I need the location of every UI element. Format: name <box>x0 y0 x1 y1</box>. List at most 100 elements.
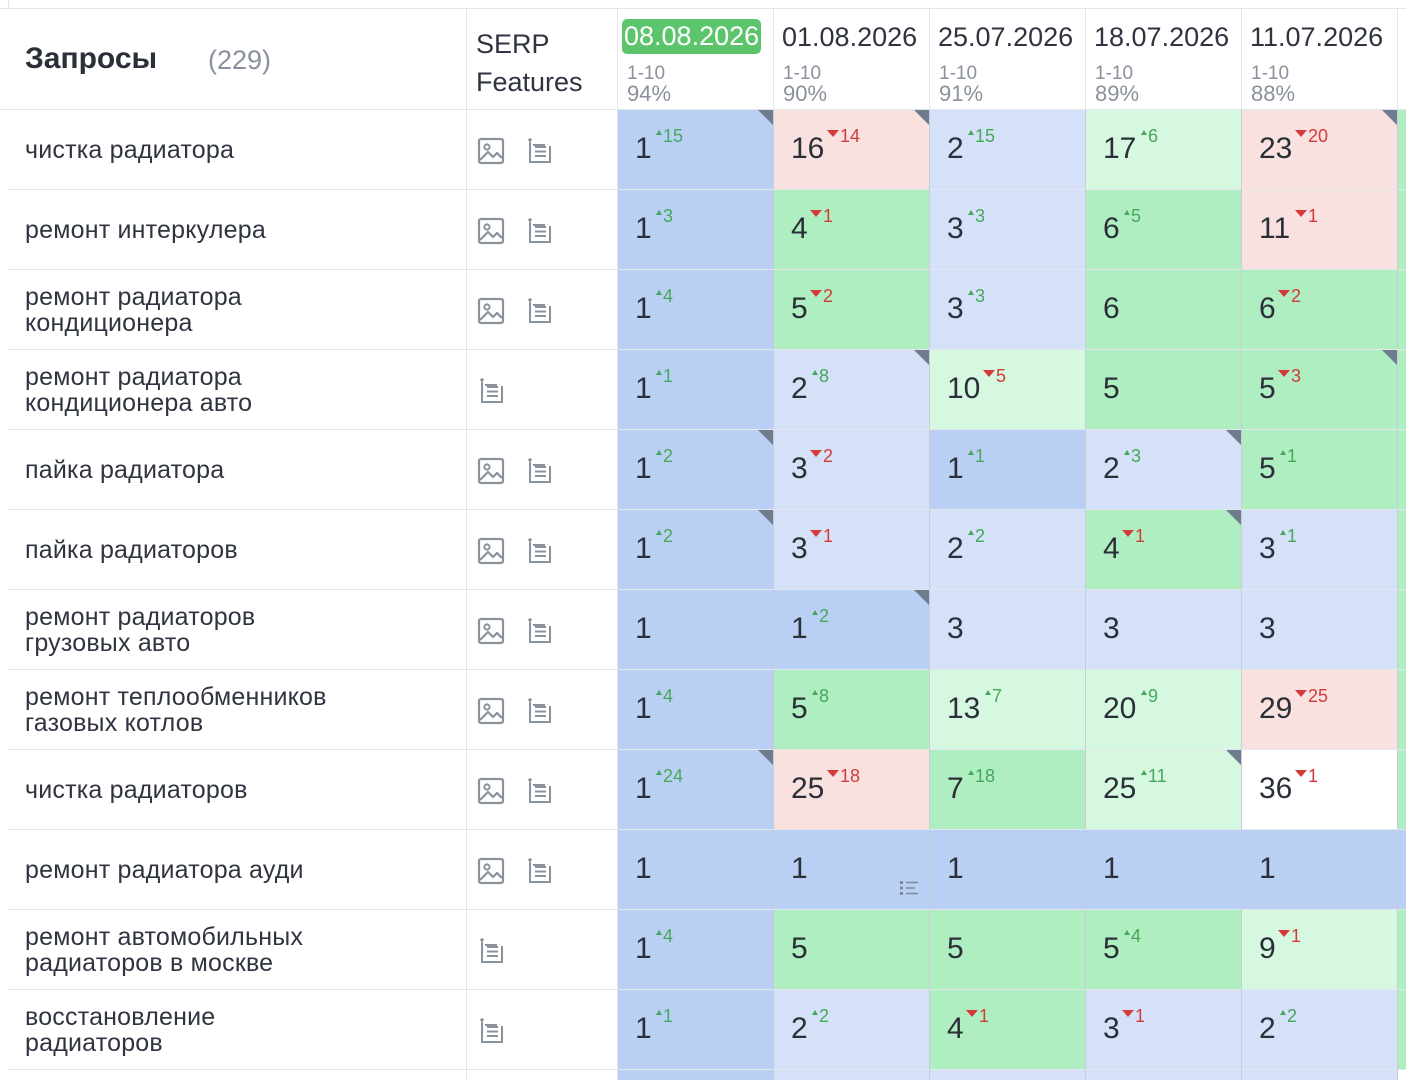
position-cell[interactable]: 1 <box>1086 830 1242 910</box>
date-label[interactable]: 11.07.2026 <box>1250 22 1384 52</box>
table-row[interactable]: чистка радиаторов 1 24 25 18 7 18 25 11 36 1 <box>0 750 1406 830</box>
featured-snippet-icon[interactable] <box>524 856 554 886</box>
position-cell[interactable]: 3 <box>1086 590 1242 670</box>
landing-page-changed-marker[interactable] <box>1226 750 1241 765</box>
position-cell[interactable]: 16 14 <box>774 110 930 190</box>
position-cell[interactable]: 2 15 <box>930 110 1086 190</box>
date-label[interactable]: 01.08.2026 <box>782 22 918 52</box>
image-icon[interactable] <box>476 536 506 566</box>
table-row[interactable]: восстановление радиаторов 1 1 2 2 4 1 3 1 2 2 <box>0 990 1406 1070</box>
query-cell[interactable]: ремонт радиатора кондиционера <box>8 270 467 350</box>
table-row[interactable]: пайка радиаторов 1 2 3 1 2 2 4 1 3 1 <box>0 510 1406 590</box>
query-cell[interactable]: ремонт теплообменников газовых котлов <box>8 670 467 750</box>
table-row[interactable]: ремонт радиаторов грузовых авто 1 1 2 3 3 3 <box>0 590 1406 670</box>
position-cell[interactable]: 23 20 <box>1242 110 1398 190</box>
featured-snippet-icon[interactable] <box>524 776 554 806</box>
image-icon[interactable] <box>476 136 506 166</box>
date-column-header[interactable]: 25.07.2026 1-10 91% <box>930 9 1086 109</box>
query-cell[interactable]: пайка радиатора <box>8 430 467 510</box>
position-cell[interactable]: 11 1 <box>1242 190 1398 270</box>
image-icon[interactable] <box>476 296 506 326</box>
position-cell[interactable]: 5 <box>1086 350 1242 430</box>
landing-page-changed-marker[interactable] <box>1382 350 1397 365</box>
position-cell[interactable]: 29 25 <box>1242 670 1398 750</box>
position-cell[interactable]: 1 <box>774 830 930 910</box>
position-cell[interactable]: 1 <box>1242 830 1398 910</box>
position-cell[interactable]: 10 5 <box>930 350 1086 430</box>
featured-snippet-icon[interactable] <box>524 136 554 166</box>
query-cell[interactable]: ремонт радиатора ауди <box>8 830 467 910</box>
image-icon[interactable] <box>476 696 506 726</box>
position-cell[interactable]: 7 18 <box>930 750 1086 830</box>
image-icon[interactable] <box>476 456 506 486</box>
landing-page-changed-marker[interactable] <box>758 430 773 445</box>
query-cell[interactable]: пайка радиаторов <box>8 510 467 590</box>
image-icon[interactable] <box>476 856 506 886</box>
query-cell[interactable]: ремонт радиаторов грузовых авто <box>8 590 467 670</box>
query-text[interactable]: чистка радиатора <box>25 135 235 164</box>
table-row[interactable]: ремонт теплообменников газовых котлов 1 4 5… <box>0 670 1406 750</box>
date-label[interactable]: 18.07.2026 <box>1094 22 1230 52</box>
table-row[interactable]: чистка радиатора 1 15 16 14 2 15 17 6 23 20 <box>0 110 1406 190</box>
featured-snippet-icon[interactable] <box>476 376 506 406</box>
query-text[interactable]: пайка радиаторов <box>25 535 238 564</box>
active-date-label[interactable]: 08.08.2026 <box>622 19 762 54</box>
landing-page-changed-marker[interactable] <box>914 590 929 605</box>
image-icon[interactable] <box>476 216 506 246</box>
date-label[interactable]: 25.07.2026 <box>938 22 1074 52</box>
query-text[interactable]: восстановление радиаторов <box>25 1002 216 1057</box>
landing-page-changed-marker[interactable] <box>1226 430 1241 445</box>
date-column-header[interactable]: 11.07.2026 1-10 88% <box>1242 9 1398 109</box>
queries-column-header[interactable]: Запросы (229) <box>8 9 467 109</box>
query-cell[interactable]: ремонт автомобильных радиаторов в москве <box>8 910 467 990</box>
position-cell[interactable]: 1 24 <box>618 750 774 830</box>
query-text[interactable]: пайка радиатора <box>25 455 225 484</box>
query-cell[interactable]: чистка радиатора <box>8 110 467 190</box>
featured-snippet-icon[interactable] <box>524 216 554 246</box>
query-cell[interactable]: ремонт интеркулера <box>8 190 467 270</box>
date-column-header[interactable]: 18.07.2026 1-10 89% <box>1086 9 1242 109</box>
landing-page-changed-marker[interactable] <box>1226 510 1241 525</box>
position-cell[interactable]: 25 18 <box>774 750 930 830</box>
landing-page-changed-marker[interactable] <box>914 110 929 125</box>
position-cell[interactable]: 1 <box>930 830 1086 910</box>
query-cell[interactable]: ремонт радиатора кондиционера авто <box>8 350 467 430</box>
position-cell[interactable]: 3 <box>930 590 1086 670</box>
date-column-header-partial[interactable]: 0 <box>1398 9 1406 109</box>
query-text[interactable]: чистка радиаторов <box>25 775 248 804</box>
position-cell[interactable]: 20 9 <box>1086 670 1242 750</box>
position-cell[interactable]: 17 6 <box>1086 110 1242 190</box>
landing-page-changed-marker[interactable] <box>758 110 773 125</box>
date-column-header[interactable]: 01.08.2026 1-10 90% <box>774 9 930 109</box>
image-icon[interactable] <box>476 616 506 646</box>
landing-page-changed-marker[interactable] <box>758 510 773 525</box>
featured-snippet-icon[interactable] <box>524 616 554 646</box>
query-text[interactable]: ремонт интеркулера <box>25 215 266 244</box>
landing-page-changed-marker[interactable] <box>914 350 929 365</box>
landing-page-changed-marker[interactable] <box>1382 110 1397 125</box>
query-text[interactable]: ремонт радиаторов грузовых авто <box>25 602 256 657</box>
position-cell[interactable]: 3 <box>1242 590 1398 670</box>
